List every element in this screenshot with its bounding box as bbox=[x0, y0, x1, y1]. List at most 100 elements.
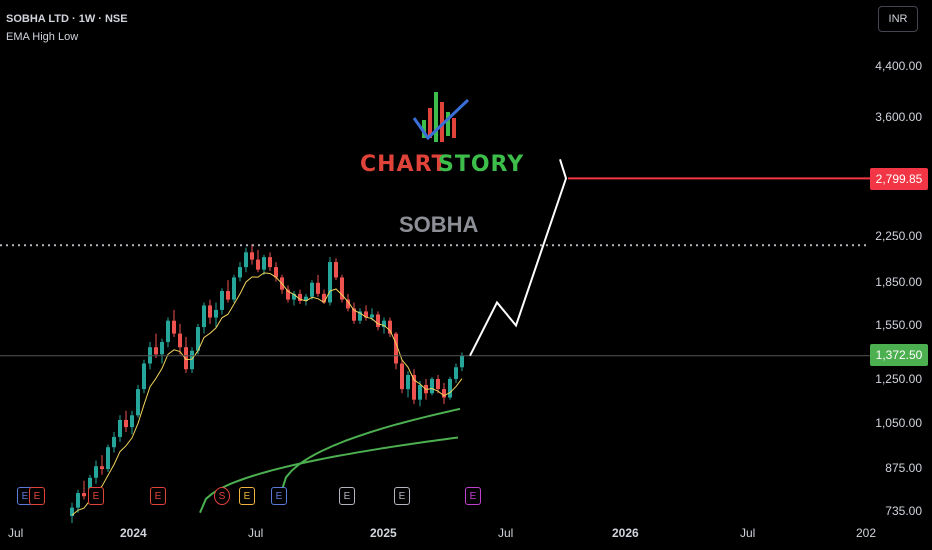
candle-body bbox=[274, 267, 278, 278]
candle-body bbox=[382, 320, 386, 328]
y-tick-label: 735.00 bbox=[885, 504, 922, 518]
candle-body bbox=[94, 466, 98, 478]
candle-body bbox=[334, 262, 338, 278]
split-event-marker[interactable]: S bbox=[214, 487, 230, 505]
candle-body bbox=[400, 363, 404, 390]
indicator-label[interactable]: EMA High Low bbox=[6, 31, 79, 43]
candle-body bbox=[262, 257, 266, 270]
earnings-event-marker[interactable]: E bbox=[29, 487, 45, 505]
candle-body bbox=[298, 293, 302, 302]
y-tick-label: 1,550.00 bbox=[875, 318, 922, 332]
chart-header: SOBHA LTD · 1W · NSE EMA High Low bbox=[6, 10, 128, 46]
candle-body bbox=[124, 419, 128, 428]
candle-body bbox=[328, 262, 332, 303]
ema-slow-line-1 bbox=[279, 407, 461, 497]
chart-story-logo-icon bbox=[412, 92, 470, 142]
candle-body bbox=[340, 277, 344, 300]
logo-text-right: STORY bbox=[438, 152, 525, 177]
candle-body bbox=[286, 289, 290, 300]
earnings-event-marker[interactable]: E bbox=[271, 487, 287, 505]
candle-body bbox=[304, 296, 308, 302]
logo-candle-icon bbox=[446, 112, 450, 136]
projection-path bbox=[469, 158, 568, 357]
ema-fast-line bbox=[71, 272, 463, 516]
x-tick-label: 2024 bbox=[120, 526, 147, 540]
candle-body bbox=[172, 320, 176, 334]
symbol-watermark: SOBHA bbox=[399, 212, 479, 237]
y-tick-label: 2,250.00 bbox=[875, 229, 922, 243]
x-tick-label: Jul bbox=[8, 526, 24, 540]
candle-body bbox=[142, 363, 146, 390]
candle-body bbox=[454, 367, 458, 379]
candle-body bbox=[106, 447, 110, 470]
earnings-event-marker[interactable]: E bbox=[88, 487, 104, 505]
candle-body bbox=[442, 389, 446, 398]
candlestick-series bbox=[70, 244, 464, 524]
candle-body bbox=[76, 493, 80, 508]
ema-slow-line-2 bbox=[199, 436, 459, 514]
y-tick-label: 1,850.00 bbox=[875, 275, 922, 289]
candle-body bbox=[364, 311, 368, 318]
candle-body bbox=[112, 436, 116, 448]
candle-body bbox=[154, 347, 158, 355]
earnings-event-marker[interactable]: E bbox=[339, 487, 355, 505]
logo-candle-icon bbox=[422, 120, 426, 138]
candle-body bbox=[226, 291, 230, 300]
candle-body bbox=[82, 493, 86, 497]
y-tick-label: 1,250.00 bbox=[875, 372, 922, 386]
candle-body bbox=[136, 389, 140, 416]
candle-body bbox=[394, 333, 398, 364]
earnings-event-marker[interactable]: E bbox=[465, 487, 481, 505]
candle-body bbox=[238, 267, 242, 278]
candle-body bbox=[418, 384, 422, 400]
earnings-event-marker[interactable]: E bbox=[239, 487, 255, 505]
logo-check-icon bbox=[412, 98, 470, 141]
candle-body bbox=[214, 309, 218, 318]
x-tick-label: Jul bbox=[498, 526, 514, 540]
earnings-event-marker[interactable]: E bbox=[394, 487, 410, 505]
x-tick-label: Jul bbox=[740, 526, 756, 540]
y-tick-label: 875.00 bbox=[885, 461, 922, 475]
logo-candle-icon bbox=[440, 102, 444, 142]
x-tick-label: 2025 bbox=[370, 526, 397, 540]
candle-body bbox=[346, 299, 350, 309]
target-price-badge: 2,799.85 bbox=[870, 168, 928, 190]
candle-body bbox=[448, 378, 452, 398]
currency-button[interactable]: INR bbox=[878, 6, 918, 32]
candle-body bbox=[190, 350, 194, 370]
candle-body bbox=[322, 293, 326, 303]
candle-body bbox=[118, 419, 122, 437]
candle-body bbox=[166, 320, 170, 343]
candle-body bbox=[406, 374, 410, 390]
candle-body bbox=[232, 277, 236, 300]
candle-body bbox=[292, 293, 296, 300]
candle-body bbox=[70, 507, 74, 517]
candle-body bbox=[160, 342, 164, 355]
candle-body bbox=[358, 311, 362, 321]
candle-body bbox=[202, 305, 206, 328]
last-price-badge: 1,372.50 bbox=[870, 344, 928, 366]
candle-body bbox=[412, 374, 416, 400]
y-tick-label: 4,400.00 bbox=[875, 59, 922, 73]
candle-body bbox=[178, 333, 182, 348]
candle-body bbox=[370, 314, 374, 318]
candle-body bbox=[208, 305, 212, 318]
candle-body bbox=[244, 252, 248, 268]
candle-body bbox=[100, 466, 104, 470]
logo-candle-icon bbox=[452, 118, 456, 138]
logo-candle-icon bbox=[434, 92, 438, 142]
logo-candle-icon bbox=[428, 108, 432, 138]
candle-body bbox=[130, 415, 134, 428]
candle-body bbox=[268, 257, 272, 268]
earnings-event-marker[interactable]: E bbox=[150, 487, 166, 505]
symbol-title[interactable]: SOBHA LTD · 1W · NSE bbox=[6, 13, 128, 25]
y-tick-label: 1,050.00 bbox=[875, 416, 922, 430]
x-tick-label: Jul bbox=[248, 526, 264, 540]
candle-body bbox=[256, 259, 260, 270]
candle-body bbox=[250, 252, 254, 260]
candle-body bbox=[430, 378, 434, 394]
candle-body bbox=[316, 282, 320, 294]
candle-body bbox=[436, 378, 440, 390]
candle-body bbox=[388, 320, 392, 334]
